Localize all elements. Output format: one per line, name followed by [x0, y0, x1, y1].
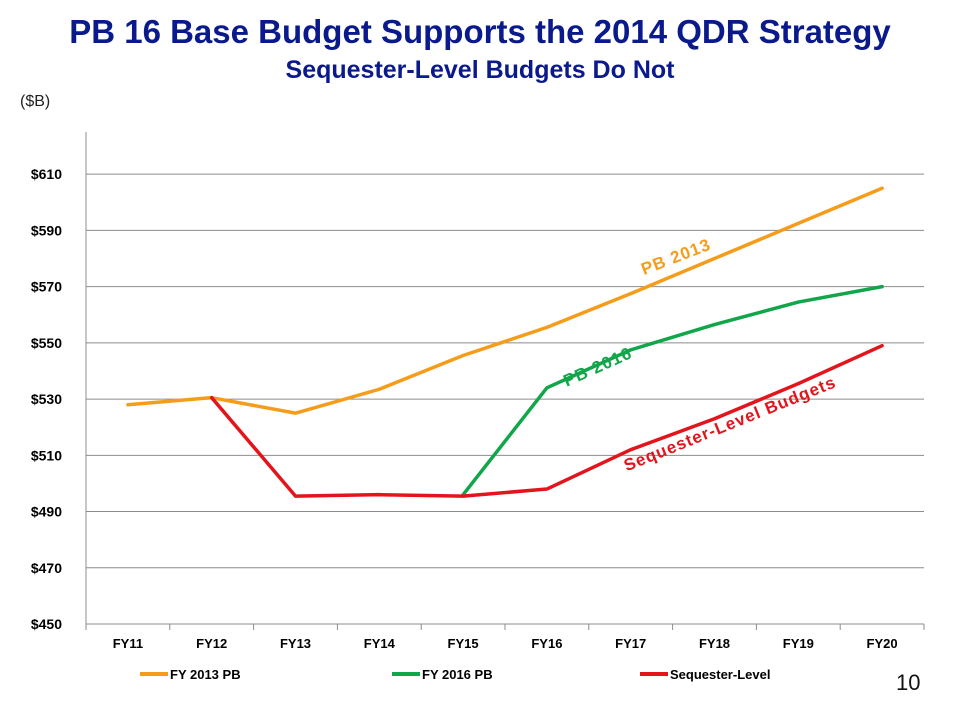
- legend-label-1: FY 2013 PB: [170, 667, 241, 682]
- series-annotation-2: PB 2016: [560, 343, 635, 390]
- chart-legend: FY 2013 PB FY 2016 PB Sequester-Level: [140, 667, 770, 682]
- x-tick-label: FY13: [280, 636, 311, 651]
- legend-label-3: Sequester-Level: [670, 667, 770, 682]
- y-tick-label: $530: [31, 391, 62, 407]
- series-line-3: [209, 343, 884, 498]
- page-number: 10: [896, 670, 921, 695]
- y-tick-label: $450: [31, 616, 62, 632]
- y-axis-tick-labels: $450 $470 $490 $510 $530 $550 $570 $590 $610: [31, 166, 62, 632]
- y-tick-label: $570: [31, 279, 62, 295]
- y-unit-label: ($B): [20, 93, 51, 110]
- legend-label-2: FY 2016 PB: [422, 667, 493, 682]
- x-tick-label: FY18: [699, 636, 730, 651]
- x-axis-tick-labels: FY11 FY12 FY13 FY14 FY15 FY16 FY17 FY18 FY19 FY20: [113, 636, 898, 651]
- series-line-1: [126, 186, 884, 415]
- x-tick-label: FY17: [615, 636, 646, 651]
- x-tick-label: FY12: [196, 636, 227, 651]
- y-tick-label: $550: [31, 335, 62, 351]
- x-tick-label: FY20: [867, 636, 898, 651]
- series-line-2: [461, 284, 884, 497]
- slide-subtitle: Sequester-Level Budgets Do Not: [285, 56, 675, 84]
- x-tick-label: FY19: [783, 636, 814, 651]
- chart-grid: [86, 173, 924, 569]
- x-tick-label: FY11: [113, 636, 143, 651]
- y-tick-label: $470: [31, 560, 62, 576]
- slide-title: PB 16 Base Budget Supports the 2014 QDR …: [69, 13, 891, 50]
- y-tick-label: $590: [31, 222, 62, 238]
- y-tick-label: $510: [31, 447, 62, 463]
- y-tick-label: $490: [31, 504, 62, 520]
- x-tick-label: FY14: [364, 636, 396, 651]
- x-tick-label: FY15: [448, 636, 479, 651]
- chart-series: [126, 186, 884, 498]
- series-annotation-1: PB 2013: [638, 235, 713, 279]
- x-tick-label: FY16: [531, 636, 562, 651]
- chart-axes: [85, 132, 925, 630]
- y-tick-label: $610: [31, 166, 62, 182]
- series-annotation-3: Sequester-Level Budgets: [621, 373, 839, 476]
